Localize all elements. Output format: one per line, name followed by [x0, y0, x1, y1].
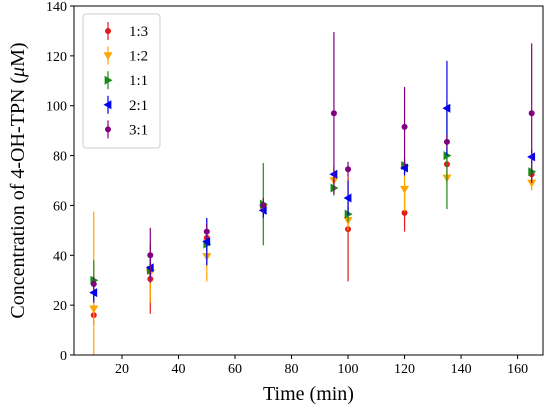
series-1-to-2 — [89, 166, 537, 355]
legend-marker — [105, 126, 111, 133]
y-axis-title-mu: μ — [7, 67, 29, 78]
x-tick-label: 20 — [115, 362, 129, 377]
y-axis-title: Concentration of 4-OH-TPN (μM) — [7, 42, 29, 318]
x-tick-label: 60 — [228, 362, 242, 377]
y-tick-label: 100 — [46, 100, 67, 115]
data-point — [90, 280, 97, 287]
data-point — [260, 202, 267, 209]
series-3-to-1 — [90, 32, 535, 292]
data-point — [442, 103, 451, 113]
x-tick-label: 120 — [394, 362, 415, 377]
legend-marker — [104, 75, 113, 85]
y-tick-label: 0 — [60, 349, 67, 364]
legend-label: 3:1 — [129, 122, 148, 138]
data-point — [345, 166, 352, 173]
y-tick-label: 60 — [53, 199, 67, 214]
data-point — [343, 193, 352, 203]
legend-label: 1:1 — [129, 73, 148, 89]
data-point — [203, 228, 210, 235]
y-tick-label: 20 — [53, 299, 67, 314]
y-axis-title-main: Concentration of 4-OH-TPN ( — [7, 77, 29, 319]
data-point — [400, 185, 410, 194]
y-axis-ticks: 0 20 40 60 80 100 120 140 — [46, 0, 74, 364]
data-point — [401, 123, 408, 130]
data-point — [89, 305, 99, 314]
x-tick-label: 160 — [507, 362, 528, 377]
x-tick-label: 100 — [338, 362, 359, 377]
y-tick-label: 40 — [53, 249, 67, 264]
data-point — [401, 209, 408, 216]
legend-label: 1:3 — [129, 24, 148, 40]
y-tick-label: 80 — [53, 150, 67, 165]
data-point — [527, 179, 537, 188]
data-point — [400, 163, 408, 173]
y-tick-label: 140 — [46, 0, 67, 15]
data-point — [330, 110, 337, 117]
x-axis-title: Time (min) — [263, 383, 354, 405]
legend-marker — [103, 100, 112, 110]
legend: 1:3 1:2 1:1 2:1 3:1 — [82, 13, 161, 149]
data-point — [443, 138, 450, 145]
legend-frame — [82, 13, 161, 149]
data-point — [147, 252, 154, 259]
plot-area — [89, 32, 537, 355]
y-tick-label: 120 — [46, 50, 67, 65]
x-tick-label: 40 — [172, 362, 186, 377]
legend-label: 1:2 — [129, 49, 148, 65]
x-axis-ticks: 20 40 60 80 100 120 140 160 — [115, 355, 528, 377]
plot-frame — [73, 5, 544, 356]
legend-marker — [103, 52, 113, 61]
data-point — [528, 110, 535, 117]
series-1-to-3 — [90, 151, 535, 326]
data-point — [202, 237, 211, 247]
x-tick-label: 140 — [451, 362, 472, 377]
data-point — [89, 288, 98, 298]
x-tick-label: 80 — [285, 362, 299, 377]
legend-marker — [105, 28, 111, 34]
y-axis-title-unit: M) — [7, 42, 29, 66]
legend-label: 2:1 — [129, 98, 148, 114]
